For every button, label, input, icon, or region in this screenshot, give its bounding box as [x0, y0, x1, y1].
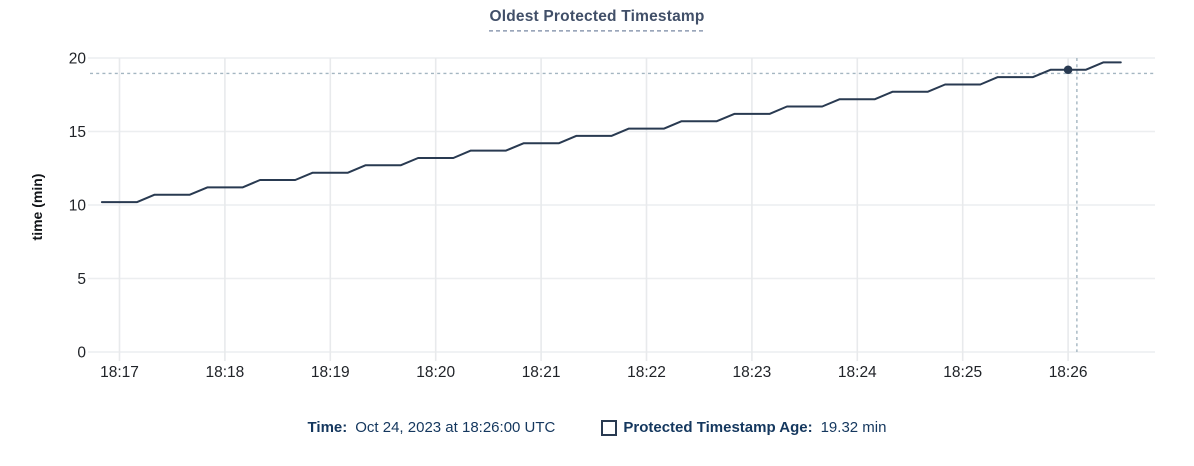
y-tick-label: 20 [69, 51, 87, 68]
x-tick-label: 18:24 [838, 364, 877, 381]
vertical-gridlines [118, 58, 1069, 361]
x-axis-tick-labels: 18:17 18:18 18:19 18:20 18:21 18:22 18:23 18:24… [100, 364, 1087, 381]
x-tick-label: 18:20 [416, 364, 455, 381]
hover-point-dot [1063, 65, 1073, 75]
y-tick-label: 5 [77, 271, 86, 288]
series-swatch-icon [601, 419, 618, 436]
hover-series: Protected Timestamp Age: 19.32 min [601, 419, 886, 436]
x-tick-label: 18:18 [206, 364, 245, 381]
x-tick-label: 18:17 [100, 364, 139, 381]
series-value: 19.32 min [820, 419, 887, 436]
y-tick-label: 10 [69, 198, 87, 215]
x-tick-label: 18:25 [943, 364, 982, 381]
series-line-group [100, 61, 1122, 204]
x-tick-label: 18:21 [522, 364, 561, 381]
y-tick-label: 0 [77, 345, 86, 362]
chart-title[interactable]: Oldest Protected Timestamp [489, 8, 705, 32]
series-line [100, 61, 1122, 204]
chart-header: Oldest Protected Timestamp [0, 8, 1194, 32]
hover-time: Time: Oct 24, 2023 at 18:26:00 UTC [308, 419, 556, 436]
hover-legend: Time: Oct 24, 2023 at 18:26:00 UTC Prote… [0, 419, 1194, 436]
x-tick-label: 18:23 [733, 364, 772, 381]
x-tick-label: 18:19 [311, 364, 350, 381]
time-label: Time: [307, 419, 348, 436]
crosshair [90, 58, 1155, 352]
x-tick-label: 18:26 [1049, 364, 1088, 381]
series-label: Protected Timestamp Age: [623, 419, 813, 436]
y-axis-tick-labels: 0 5 10 15 20 [69, 51, 87, 362]
y-tick-label: 15 [69, 124, 86, 141]
time-value: Oct 24, 2023 at 18:26:00 UTC [355, 419, 556, 436]
horizontal-gridlines [88, 57, 1155, 353]
x-tick-label: 18:22 [627, 364, 666, 381]
